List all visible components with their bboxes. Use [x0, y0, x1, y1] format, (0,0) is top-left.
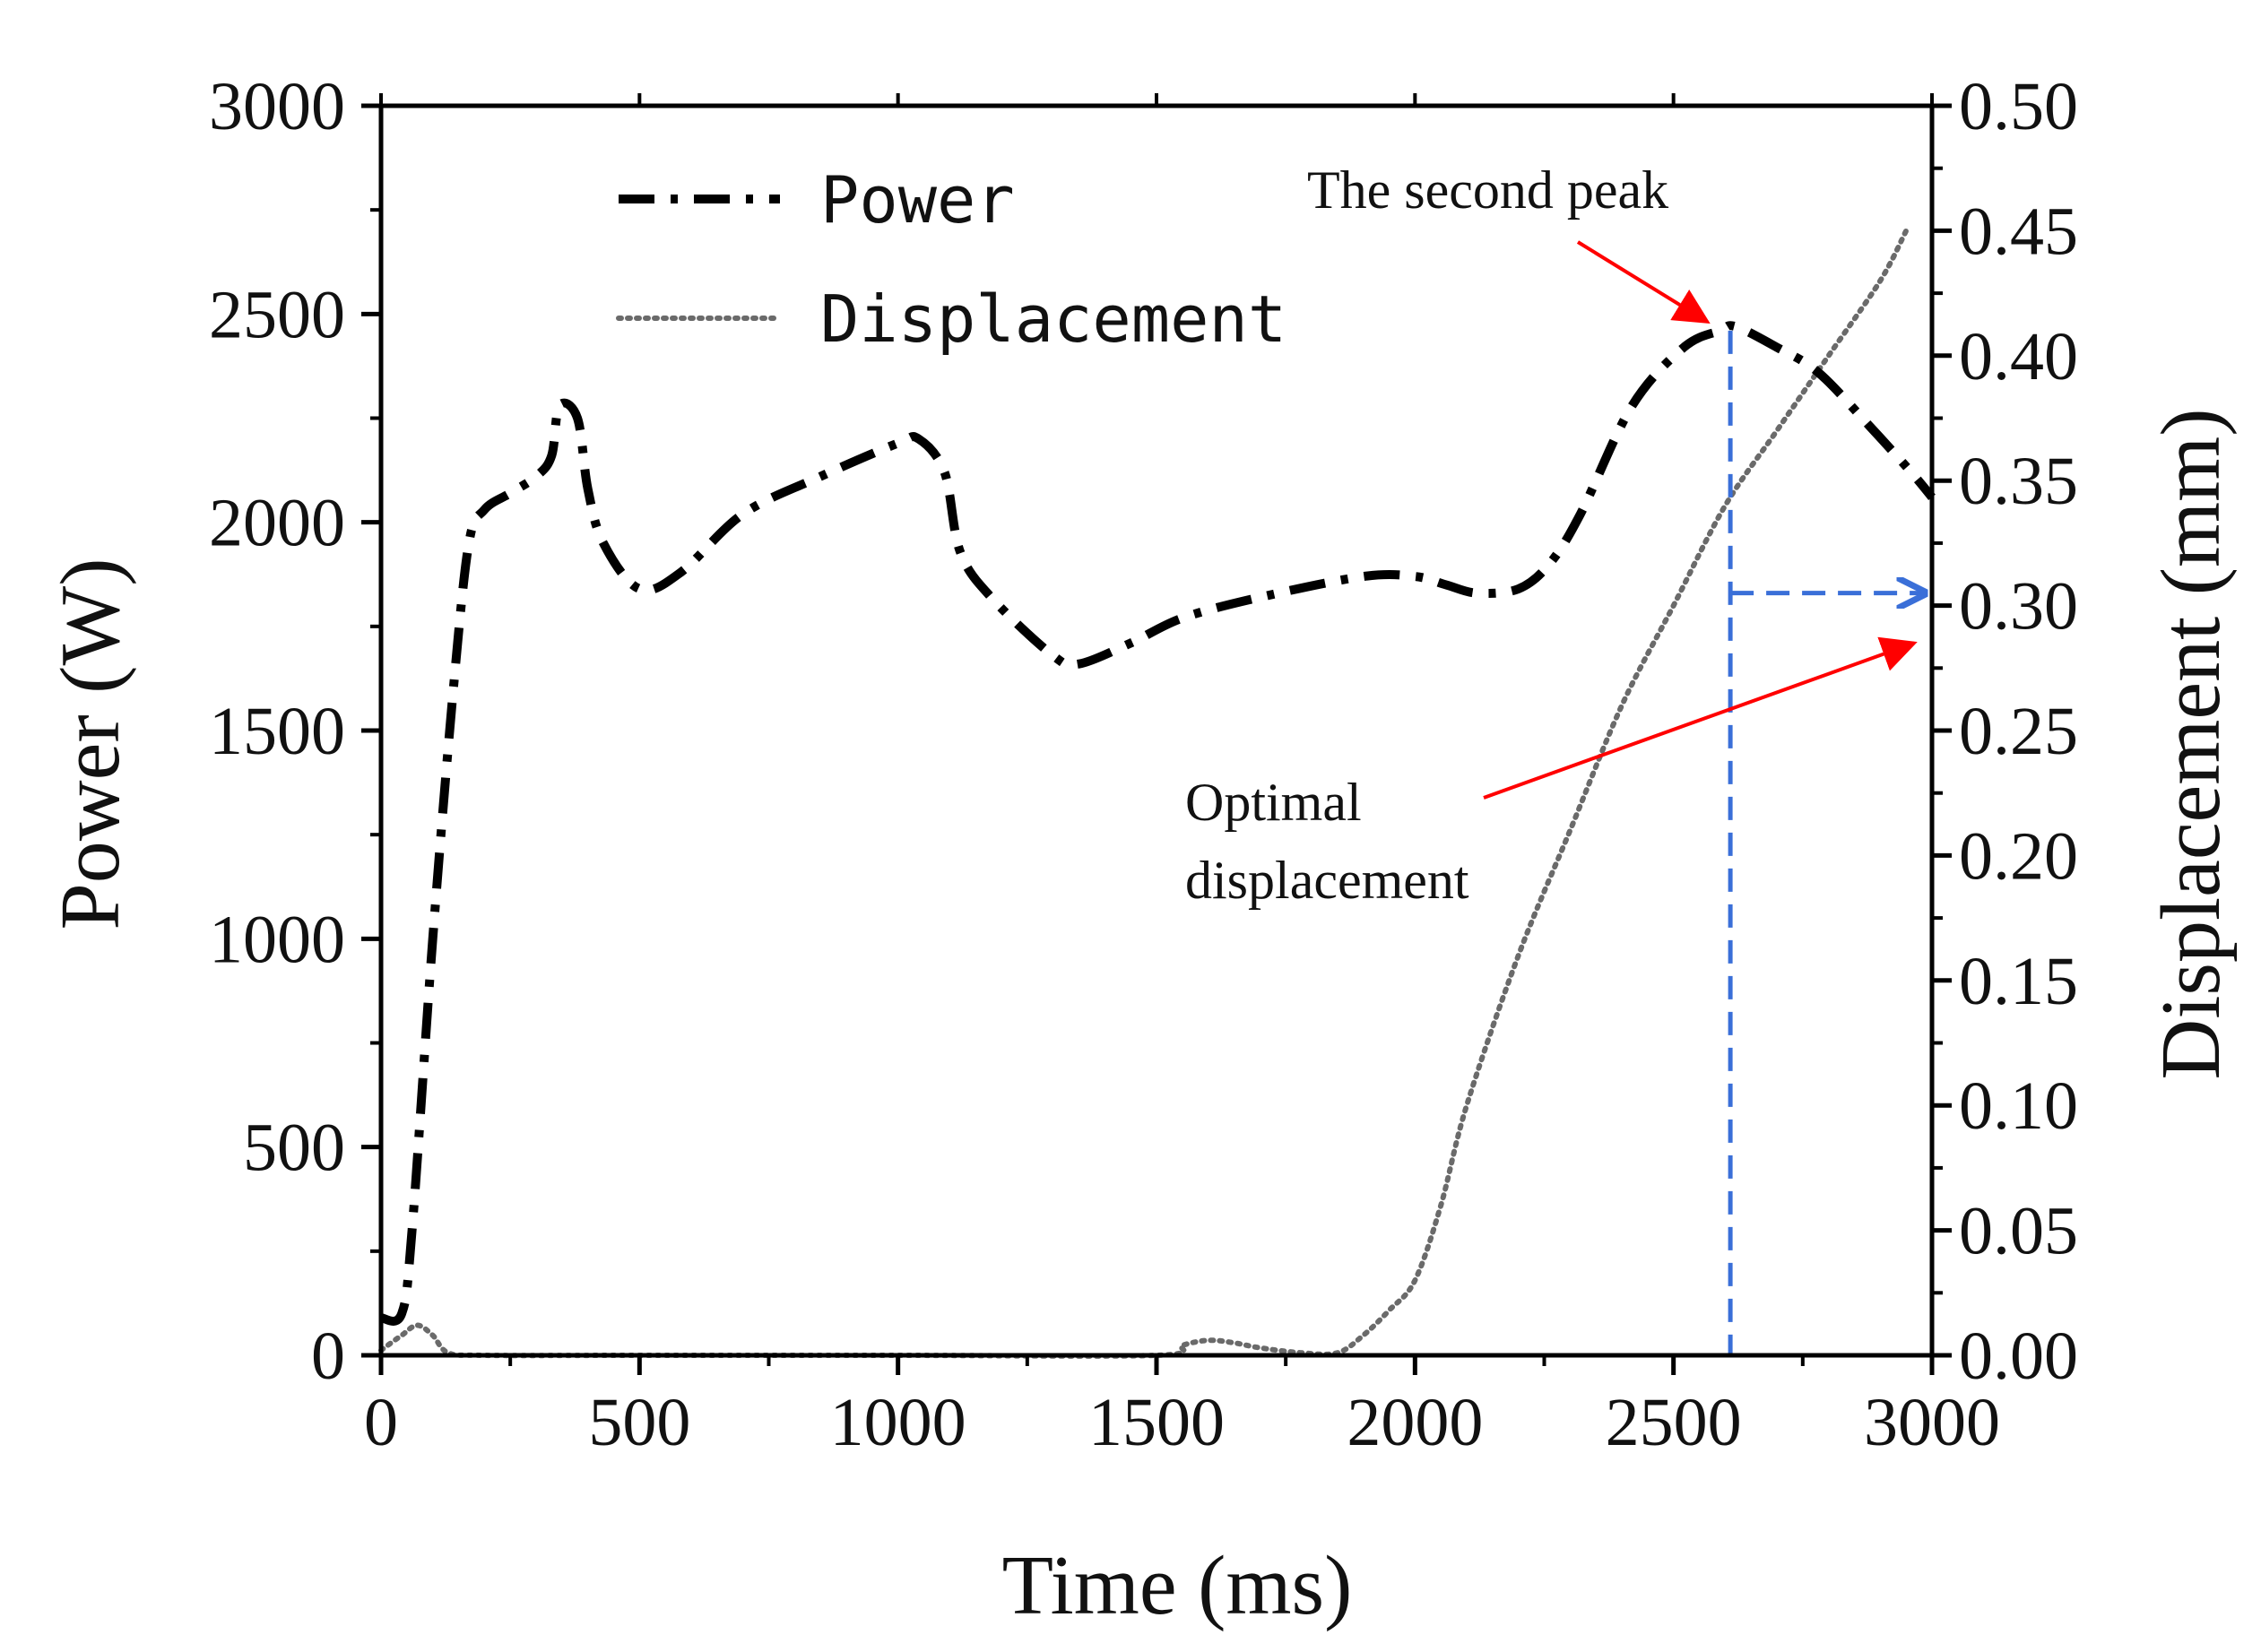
- y-tick-label: 2500: [209, 277, 345, 352]
- y-axis-right: 0.00 0.05 0.10 0.15 0.20 0.25 0.30 0.35 0.40 0.45…: [1932, 69, 2078, 1394]
- y2-tick-label: 0.40: [1959, 319, 2078, 394]
- legend-displacement-label: Displacement: [820, 281, 1286, 357]
- y2-tick-label: 0.10: [1959, 1068, 2078, 1144]
- x-tick-label: 3000: [1864, 1385, 2000, 1460]
- y2-tick-label: 0.25: [1959, 694, 2078, 769]
- annotation-optimal-line2: displacement: [1185, 851, 1469, 910]
- legend-power-label: Power: [820, 162, 1015, 238]
- x-tick-label: 2500: [1606, 1385, 1742, 1460]
- y-tick-label: 3000: [209, 69, 345, 144]
- series-layer: [378, 228, 1936, 1359]
- y-tick-label: 1000: [209, 902, 345, 977]
- y-tick-label: 2000: [209, 486, 345, 561]
- y-axis-right-title: Displacement (mm): [2144, 408, 2238, 1079]
- guide-lines: [1728, 330, 1925, 1355]
- y2-tick-label: 0.35: [1959, 444, 2078, 519]
- y-tick-label: 500: [243, 1111, 345, 1186]
- y-tick-label: 0: [311, 1319, 345, 1394]
- x-tick-label: 500: [588, 1385, 690, 1460]
- y2-tick-label: 0.15: [1959, 944, 2078, 1019]
- x-tick-label: 1500: [1088, 1385, 1225, 1460]
- y2-tick-label: 0.20: [1959, 818, 2078, 894]
- x-tick-label: 2000: [1347, 1385, 1483, 1460]
- y2-tick-label: 0.05: [1959, 1194, 2078, 1269]
- y2-tick-label: 0.30: [1959, 569, 2078, 644]
- y2-tick-label: 0.45: [1959, 194, 2078, 269]
- y-axis-left: 0 500 1000 1500 2000 2500 3000: [209, 69, 381, 1394]
- power-series-line: [379, 321, 1936, 1326]
- annotation-second-peak-arrow: [1576, 240, 1711, 324]
- annotation-optimal-line1: Optimal: [1185, 773, 1362, 832]
- annotation-second-peak: The second peak: [1307, 160, 1668, 220]
- x-axis: 0 500 1000 1500 2000 2500 3000: [364, 93, 2000, 1460]
- y-axis-left-title: Power (W): [44, 558, 137, 930]
- annotations: The second peak Optimal displacement: [1185, 160, 1918, 910]
- x-tick-label: 0: [364, 1385, 398, 1460]
- displacement-series-line: [378, 228, 1910, 1359]
- y2-tick-label: 0.50: [1959, 69, 2078, 144]
- x-axis-title: Time (ms): [1002, 1539, 1353, 1632]
- x-tick-label: 1000: [830, 1385, 966, 1460]
- y2-tick-label: 0.00: [1959, 1319, 2078, 1394]
- annotation-optimal-arrow: [1483, 636, 1918, 800]
- legend: Power Displacement: [616, 162, 1286, 357]
- y-tick-label: 1500: [209, 694, 345, 769]
